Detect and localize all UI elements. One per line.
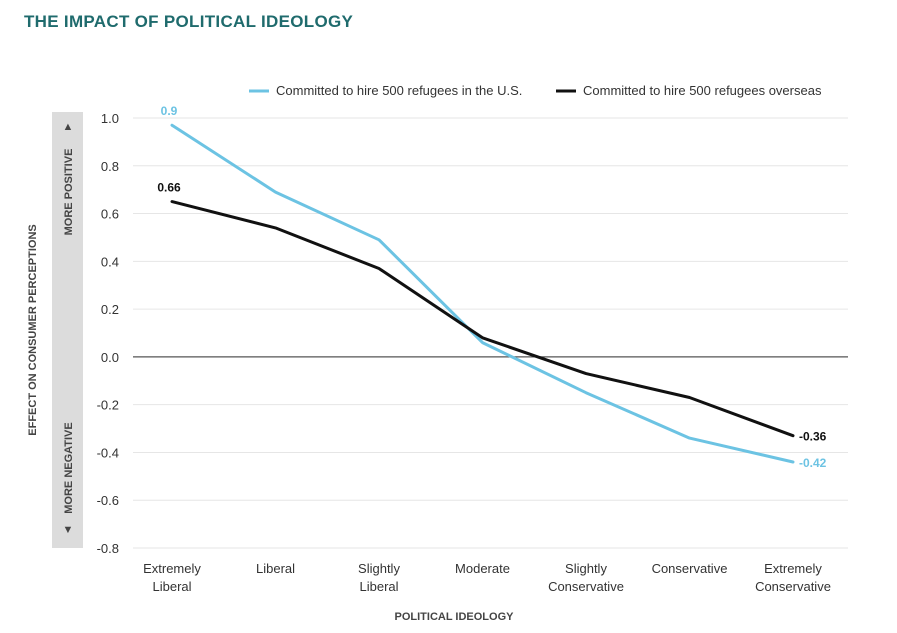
grid-lines [133,117,848,549]
data-label: -0.42 [799,456,827,470]
series-lines [170,123,795,464]
data-label: 0.66 [157,181,181,195]
y-tick-label: 0.8 [101,159,119,174]
x-tick-label: Liberal [256,561,295,576]
y-axis-band [52,112,83,548]
data-labels: 0.9 -0.42 0.66 -0.36 [157,104,826,470]
y-tick-label: 0.2 [101,302,119,317]
y-tick-label: 0.6 [101,207,119,222]
x-tick-label: Extremely Conservative [755,561,831,594]
x-tick-label: Conservative [652,561,728,576]
y-tick-label: 0.4 [101,254,119,269]
band-bottom-label: MORE NEGATIVE [63,422,75,513]
x-tick-label: Slightly Conservative [548,561,624,594]
band-up-arrow: ▲ [63,121,74,133]
x-tick-labels: Extremely Liberal Liberal Slightly Liberal Mo… [143,561,831,594]
y-tick-label: 0.0 [101,350,119,365]
y-axis-title: EFFECT ON CONSUMER PERCEPTIONS [27,224,39,435]
x-tick-label: Moderate [455,561,510,576]
legend-label-overseas: Committed to hire 500 refugees overseas [583,83,822,98]
y-tick-label: -0.8 [97,541,119,556]
series-line-us [170,123,795,464]
legend-label-us: Committed to hire 500 refugees in the U.… [276,83,522,98]
series-line-overseas [170,200,795,438]
legend: Committed to hire 500 refugees in the U.… [249,83,822,98]
band-down-arrow: ▼ [63,524,74,536]
chart-title: THE IMPACT OF POLITICAL IDEOLOGY [24,12,354,31]
data-label: 0.9 [161,104,178,118]
y-tick-labels: 1.0 0.8 0.6 0.4 0.2 0.0 -0.2 -0.4 -0.6 -0.8 [97,111,119,556]
y-tick-label: -0.4 [97,445,119,460]
x-tick-label: Extremely Liberal [143,561,201,594]
y-tick-label: -0.2 [97,398,119,413]
x-tick-label: Slightly Liberal [358,561,400,594]
data-label: -0.36 [799,430,827,444]
y-tick-label: 1.0 [101,111,119,126]
band-top-label: MORE POSITIVE [63,149,75,236]
x-axis-title: POLITICAL IDEOLOGY [395,611,515,623]
y-tick-label: -0.6 [97,493,119,508]
